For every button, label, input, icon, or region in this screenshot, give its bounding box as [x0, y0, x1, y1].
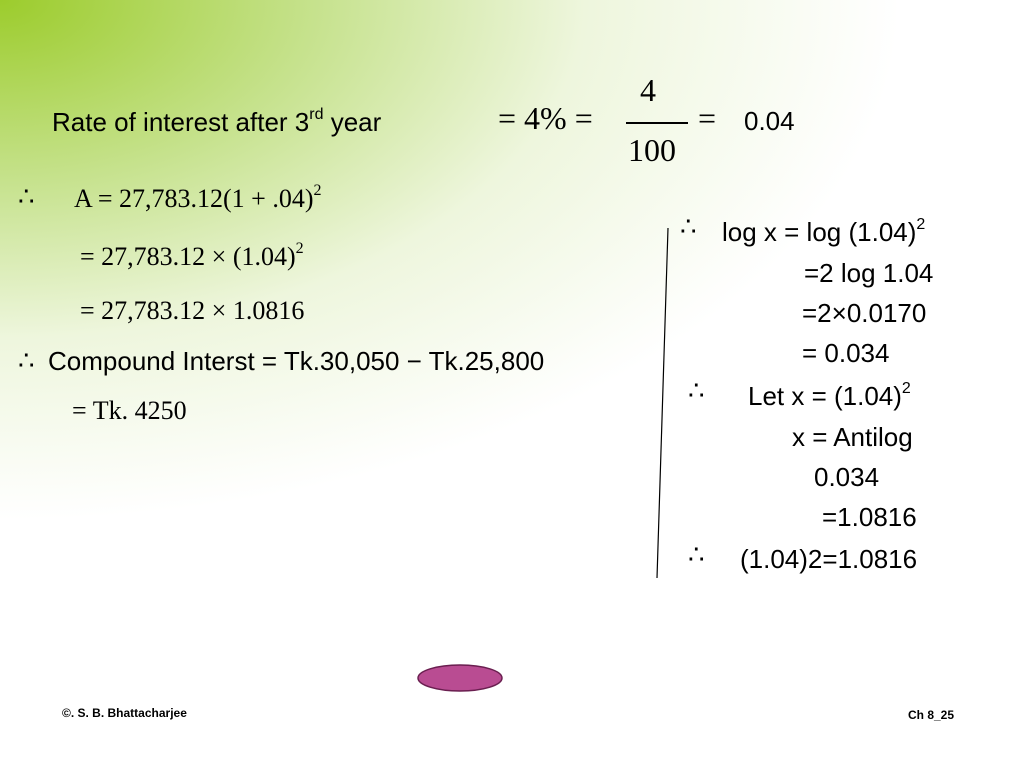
footer-left: ©. S. B. Bhattacharjee [62, 706, 187, 720]
therefore: ∴ [688, 376, 705, 405]
step-line: log x = log (1.04)2 [722, 216, 925, 248]
step-line: =1.0816 [822, 502, 917, 533]
heading: Rate of interest after 3rd year [52, 106, 381, 138]
step-text: log x = log (1.04) [722, 217, 917, 247]
step-text: x = Antilog [792, 422, 913, 452]
therefore: ∴ [18, 182, 35, 211]
step-text: =1.0816 [822, 502, 917, 532]
ellipse-button [417, 664, 503, 692]
result: 0.04 [744, 106, 795, 136]
equation-text: = Tk. 4250 [72, 396, 187, 425]
exponent: 2 [916, 216, 926, 233]
heading-text: Rate of interest after 3 [52, 107, 310, 137]
step-line: = 0.034 [802, 338, 889, 369]
equation: = 4% = [498, 100, 593, 136]
therefore: ∴ [680, 212, 697, 241]
step-text: 0.034 [814, 462, 880, 492]
exponent: 2 [295, 240, 304, 257]
equation: = [698, 100, 717, 136]
step-line: x = Antilog [792, 422, 913, 453]
divider [656, 227, 669, 579]
equation-line: = 27,783.12 × 1.0816 [80, 296, 304, 326]
equation-text: = 27,783.12 × (1.04) [80, 242, 296, 271]
heading-tail: year [330, 107, 382, 137]
equation-text: A = 27,783.12(1 + .04) [74, 184, 314, 213]
footer-right: Ch 8_25 [908, 708, 955, 722]
numerator: 4 [640, 72, 656, 108]
step-line: (1.04)2=1.0816 [740, 544, 917, 575]
step-text: = 0.034 [802, 338, 890, 368]
step-line: =2 log 1.04 [804, 258, 933, 289]
step-line: 0.034 [814, 462, 879, 493]
step-text: Let x = (1.04) [748, 381, 902, 411]
heading-sup: rd [309, 106, 324, 123]
equation-line: = Tk. 4250 [72, 396, 187, 426]
exponent: 2 [901, 380, 911, 397]
equation-line: A = 27,783.12(1 + .04)2 [74, 182, 321, 214]
exponent: 2 [313, 182, 322, 199]
denominator: 100 [628, 132, 676, 168]
equation-line: Compound Interst = Tk.30,050 − Tk.25,800 [48, 346, 544, 377]
step-text: =2 log 1.04 [804, 258, 934, 288]
step-line: =2×0.0170 [802, 298, 926, 329]
equation-text: Compound Interst = Tk.30,050 − Tk.25,800 [48, 346, 545, 376]
step-line: Let x = (1.04)2 [748, 380, 911, 412]
step-text: (1.04)2=1.0816 [740, 544, 918, 574]
fraction-bar [626, 122, 688, 124]
therefore: ∴ [688, 540, 705, 569]
therefore: ∴ [18, 346, 35, 375]
equation-line: = 27,783.12 × (1.04)2 [80, 240, 304, 272]
step-text: =2×0.0170 [802, 298, 927, 328]
equation-text: = 27,783.12 × 1.0816 [80, 296, 305, 325]
